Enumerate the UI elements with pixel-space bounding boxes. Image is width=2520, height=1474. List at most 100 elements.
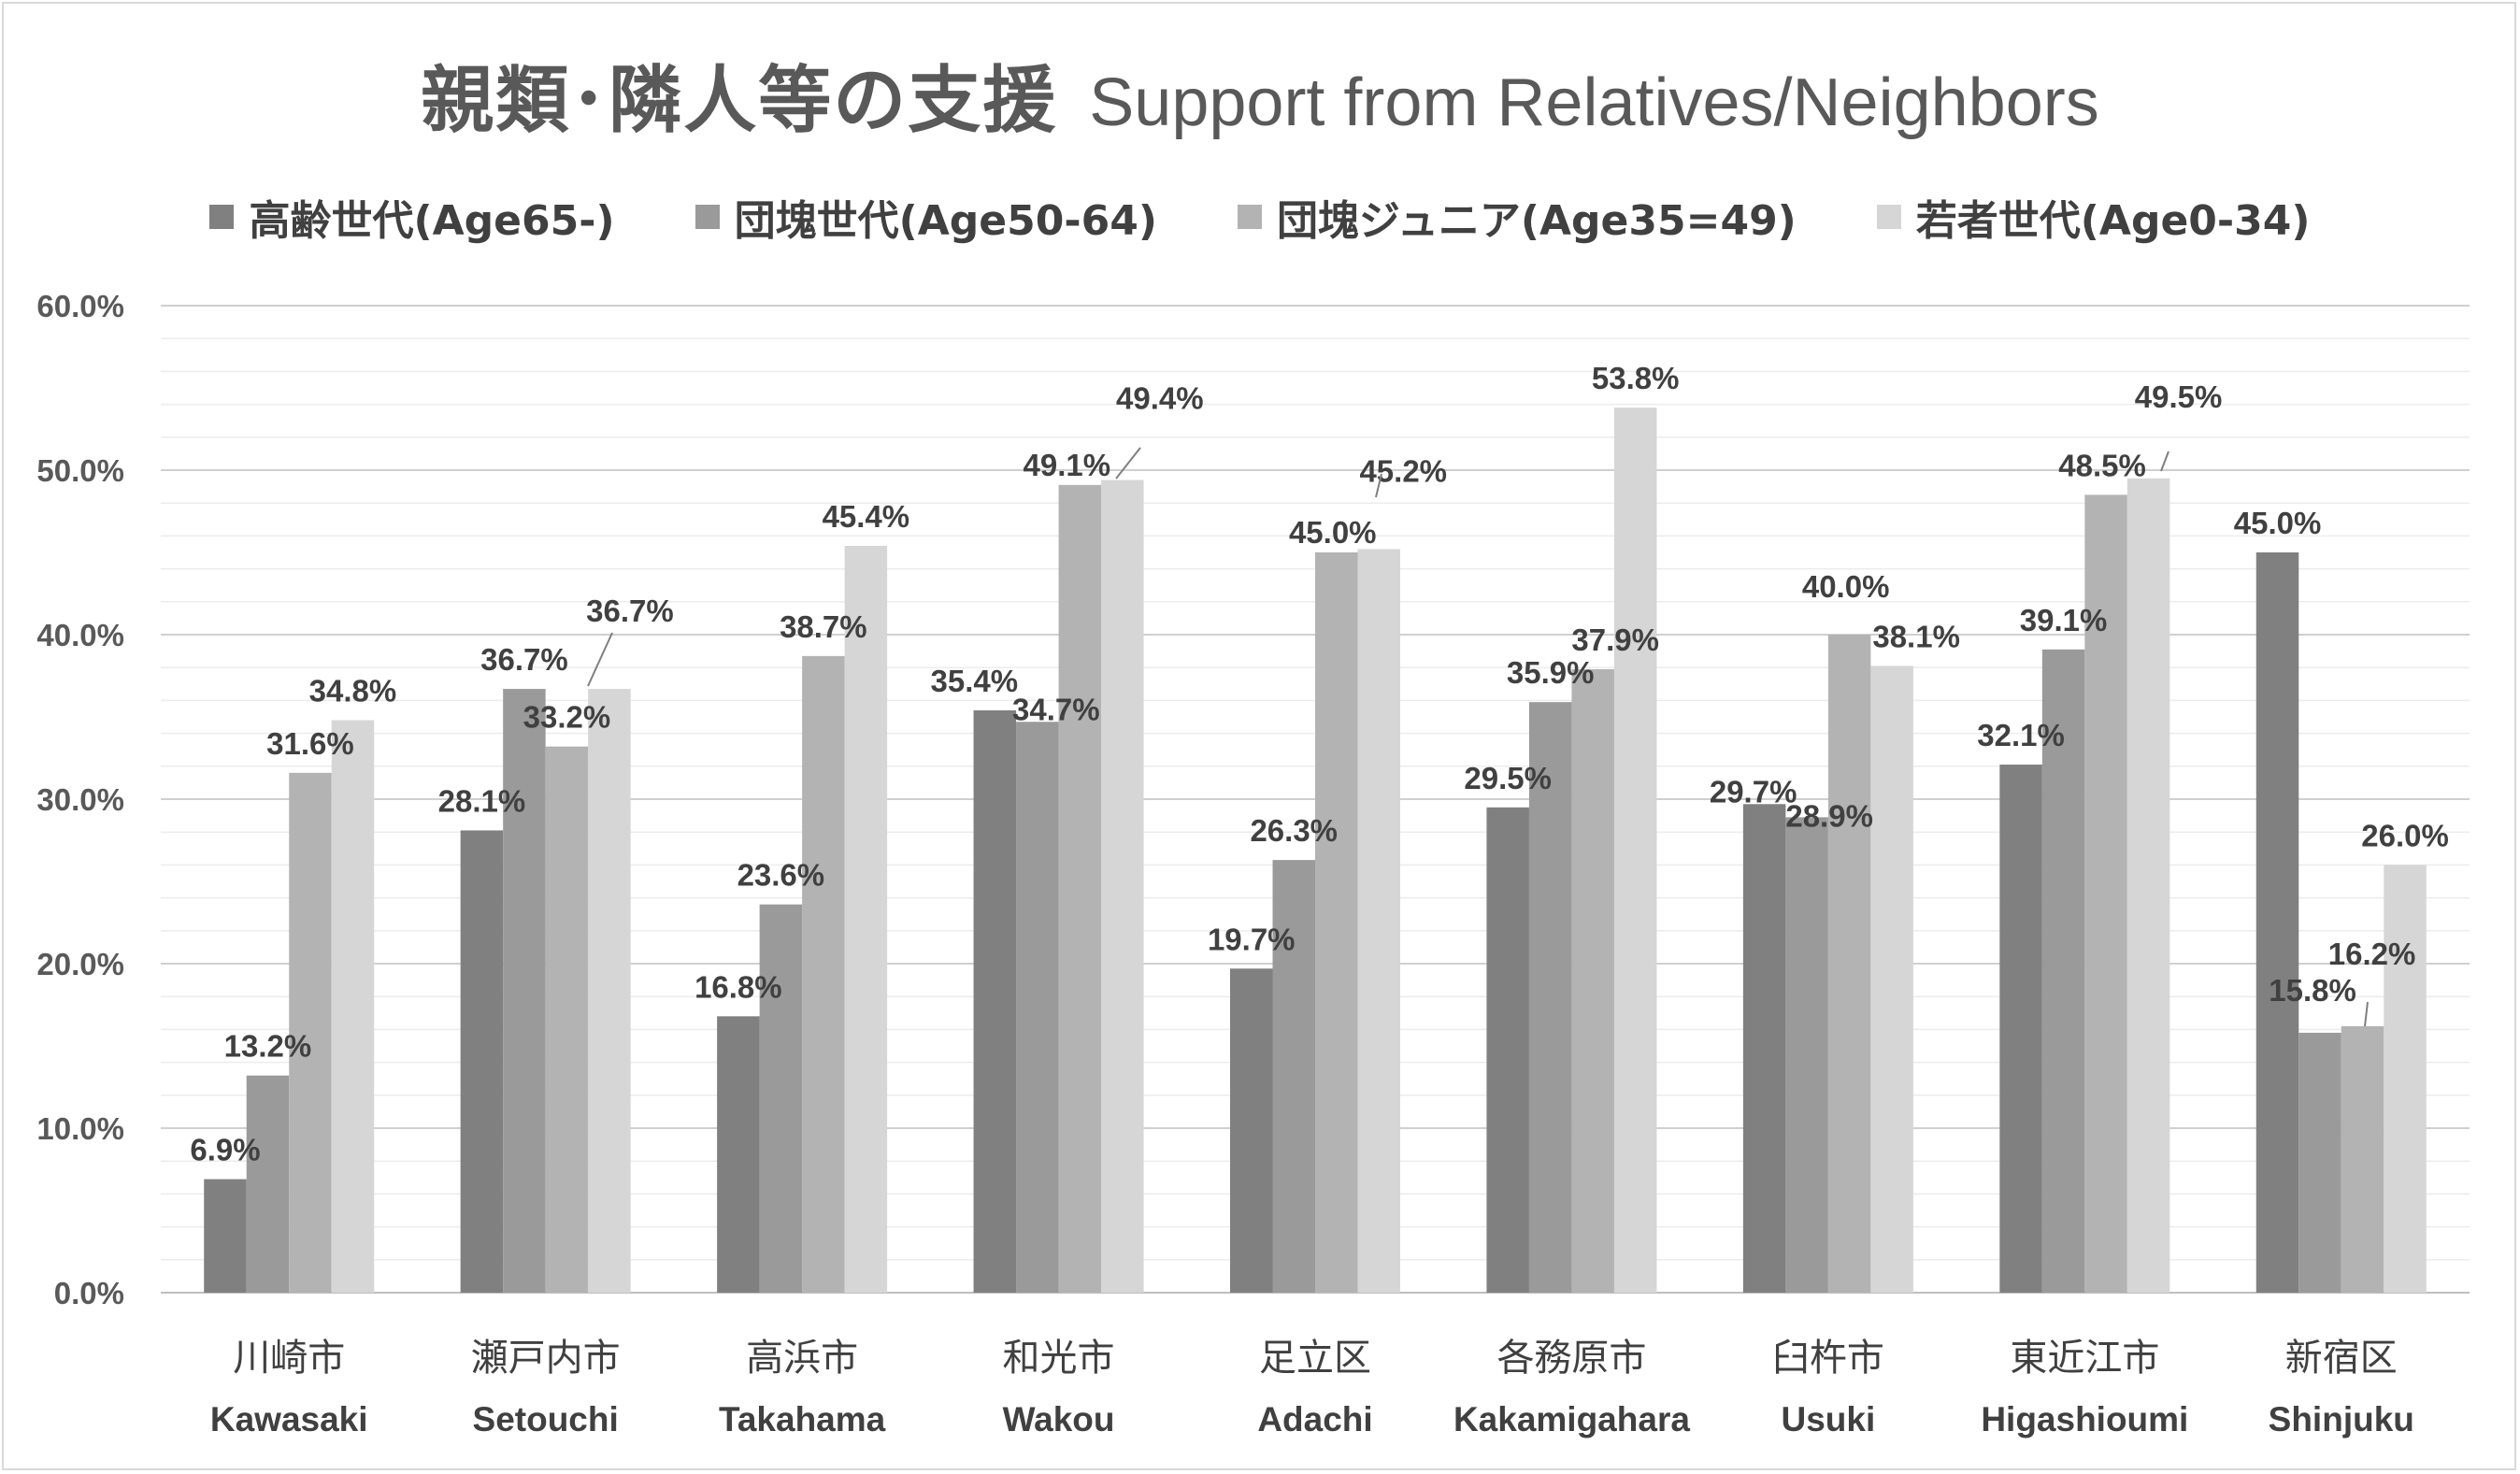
x-category-label-en: Adachi bbox=[1257, 1400, 1372, 1438]
data-label: 31.6% bbox=[266, 726, 354, 761]
data-label: 34.7% bbox=[1012, 692, 1100, 726]
data-label: 45.2% bbox=[1359, 453, 1447, 488]
legend-item-baby-boomer: 団塊世代(Age50-64) bbox=[694, 187, 1157, 247]
bar bbox=[545, 746, 589, 1293]
bar bbox=[1357, 549, 1400, 1293]
data-label: 40.0% bbox=[1802, 569, 1890, 604]
x-category-label-en: Setouchi bbox=[473, 1400, 619, 1438]
data-label: 6.9% bbox=[190, 1133, 260, 1167]
bar bbox=[204, 1179, 247, 1293]
chart-title: 親類･隣人等の支援 Support from Relatives/Neighbor… bbox=[0, 42, 2520, 147]
bar bbox=[1785, 817, 1828, 1293]
x-category-label-en: Wakou bbox=[1003, 1400, 1115, 1438]
data-label-leader bbox=[1115, 447, 1141, 479]
legend-item-elderly: 高齢世代(Age65-) bbox=[209, 187, 615, 247]
data-label: 16.2% bbox=[2328, 937, 2416, 971]
legend-item-youth: 若者世代(Age0-34) bbox=[1876, 187, 2311, 247]
data-label: 36.7% bbox=[586, 594, 674, 628]
bar bbox=[802, 655, 845, 1293]
x-category-label-jp: 川崎市 bbox=[233, 1337, 345, 1380]
bar bbox=[1315, 552, 1358, 1293]
data-label-leader bbox=[2160, 451, 2169, 472]
data-label: 29.5% bbox=[1464, 761, 1552, 795]
data-label: 49.5% bbox=[2135, 379, 2223, 414]
legend-swatch-youth bbox=[1876, 205, 1901, 229]
data-label: 39.1% bbox=[2020, 603, 2108, 637]
x-category-label-en: Takahama bbox=[719, 1400, 886, 1438]
bar bbox=[1870, 665, 1913, 1293]
bar bbox=[246, 1075, 290, 1293]
bar bbox=[1827, 635, 1871, 1293]
data-label: 29.7% bbox=[1710, 774, 1797, 809]
x-category-label-en: Higashioumi bbox=[1981, 1400, 2188, 1438]
bar bbox=[2341, 1025, 2384, 1293]
bar bbox=[289, 772, 332, 1293]
x-category-label-en: Kawasaki bbox=[210, 1400, 368, 1438]
bar bbox=[717, 1016, 760, 1293]
data-label: 49.1% bbox=[1024, 448, 1111, 482]
bar bbox=[844, 545, 888, 1293]
bars bbox=[204, 408, 2427, 1293]
bar bbox=[1486, 807, 1529, 1293]
legend-item-boomer-junior: 団塊ジュニア(Age35=49) bbox=[1237, 187, 1797, 247]
x-category-label-jp: 和光市 bbox=[1003, 1337, 1115, 1380]
y-tick-label: 30.0% bbox=[36, 782, 124, 817]
x-category-label-jp: 瀬戸内市 bbox=[471, 1337, 621, 1380]
chart-subtitle-en: Support from Relatives/Neighbors bbox=[1089, 65, 2099, 140]
legend: 高齢世代(Age65-) 団塊世代(Age50-64) 団塊ジュニア(Age35… bbox=[0, 187, 2520, 247]
bar bbox=[2384, 865, 2427, 1293]
data-label: 36.7% bbox=[480, 642, 568, 677]
x-category-label-en: Kakamigahara bbox=[1453, 1400, 1690, 1438]
bar bbox=[460, 830, 504, 1293]
legend-swatch-boomer-junior bbox=[1237, 205, 1262, 229]
bar bbox=[1528, 702, 1572, 1293]
bar bbox=[2255, 552, 2299, 1293]
x-category-label-jp: 足立区 bbox=[1259, 1337, 1371, 1380]
x-category-label-en: Usuki bbox=[1782, 1400, 1876, 1438]
bar bbox=[1999, 765, 2042, 1293]
legend-swatch-elderly bbox=[209, 205, 235, 229]
x-category-label-jp: 東近江市 bbox=[2010, 1337, 2159, 1380]
x-axis: 川崎市 Kawasaki 瀬戸内市 Setouchi 高浜市 Takahama 和光市 Wak… bbox=[210, 1337, 2414, 1438]
data-label: 48.5% bbox=[2058, 448, 2146, 482]
data-label: 13.2% bbox=[224, 1029, 312, 1064]
bar bbox=[1272, 860, 1315, 1293]
data-label: 32.1% bbox=[1977, 718, 2065, 752]
bar bbox=[503, 689, 546, 1293]
legend-label-elderly: 高齢世代(Age65-) bbox=[249, 197, 615, 245]
data-label: 23.6% bbox=[737, 858, 825, 893]
bar bbox=[2041, 649, 2085, 1293]
bar bbox=[331, 720, 375, 1293]
chart-title-jp: 親類･隣人等の支援 bbox=[421, 59, 1058, 143]
legend-swatch-baby-boomer bbox=[694, 205, 720, 229]
y-tick-label: 0.0% bbox=[54, 1276, 124, 1310]
bar bbox=[1230, 968, 1273, 1293]
data-label-leader bbox=[1375, 473, 1382, 498]
bar bbox=[2084, 494, 2127, 1293]
data-label: 15.8% bbox=[2269, 973, 2356, 1008]
data-label: 19.7% bbox=[1208, 922, 1296, 956]
y-tick-label: 10.0% bbox=[36, 1111, 124, 1146]
legend-label-boomer-junior: 団塊ジュニア(Age35=49) bbox=[1276, 197, 1797, 245]
data-label: 53.8% bbox=[1592, 361, 1680, 395]
data-label: 26.3% bbox=[1250, 813, 1338, 848]
data-label: 45.4% bbox=[823, 499, 910, 534]
data-label: 45.0% bbox=[2234, 506, 2322, 540]
data-label: 16.8% bbox=[694, 969, 782, 1004]
x-category-label-jp: 各務原市 bbox=[1496, 1337, 1646, 1380]
y-tick-label: 50.0% bbox=[36, 453, 124, 488]
data-label: 26.0% bbox=[2361, 818, 2449, 852]
bar bbox=[973, 709, 1017, 1293]
y-tick-label: 40.0% bbox=[36, 618, 124, 652]
bar bbox=[1571, 668, 1614, 1293]
bar bbox=[759, 904, 803, 1293]
data-label: 28.1% bbox=[438, 783, 526, 818]
data-label-leader bbox=[587, 632, 613, 687]
bar bbox=[588, 689, 631, 1293]
data-label: 38.1% bbox=[1872, 619, 1960, 653]
x-category-label-jp: 臼杵市 bbox=[1772, 1337, 1884, 1380]
y-axis: 0.0% 10.0% 20.0% 30.0% 40.0% 50.0% 60.0% bbox=[36, 289, 124, 1310]
bar bbox=[1058, 484, 1102, 1293]
y-tick-label: 60.0% bbox=[36, 289, 124, 323]
